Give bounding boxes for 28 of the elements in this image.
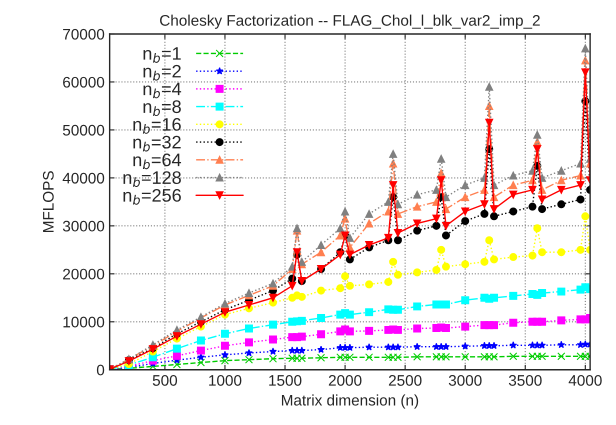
legend-label: n$_{b}$=16 (133, 118, 181, 134)
x-tick-label: 3500 (508, 375, 542, 386)
legend-label: n$_{b}$=256 (123, 188, 181, 205)
legend-label: n$_{b}$=32 (133, 136, 181, 152)
y-tick-label: 70000 (63, 28, 104, 40)
legend-label: n$_{b}$=2 (144, 64, 181, 81)
x-tick-label: 2000 (328, 375, 362, 386)
x-tick-label: 500 (152, 375, 178, 386)
y-tick-label: 20000 (63, 268, 104, 280)
legend-label: n$_{b}$=8 (144, 100, 181, 116)
y-tick-label: 30000 (62, 220, 104, 232)
legend-label: n$_{b}$=128 (123, 171, 181, 187)
legend-label: n$_{b}$=1 (144, 47, 181, 63)
y-tick-label: 50000 (62, 124, 104, 136)
y-tick-label: 60000 (63, 76, 104, 88)
x-tick-label: 3000 (448, 375, 482, 386)
x-tick-label: 2500 (388, 375, 422, 386)
y-tick-label: 10000 (63, 316, 104, 328)
chart-title: Cholesky Factorization -- FLAG_Chol_l_blk_var2_imp_2 (160, 14, 540, 29)
x-tick-label: 4000 (568, 375, 602, 386)
x-tick-label: 1000 (209, 375, 242, 386)
legend-label: n$_{b}$=4 (144, 82, 182, 98)
y-axis-title: MFLOPS (42, 171, 54, 232)
x-axis-title: Matrix dimension (n) (282, 394, 418, 409)
x-tick-label: 1500 (269, 375, 302, 386)
legend-label: n$_{b}$=64 (133, 153, 182, 170)
y-tick-label: 40000 (62, 172, 104, 184)
y-tick-label: 0 (96, 364, 104, 376)
